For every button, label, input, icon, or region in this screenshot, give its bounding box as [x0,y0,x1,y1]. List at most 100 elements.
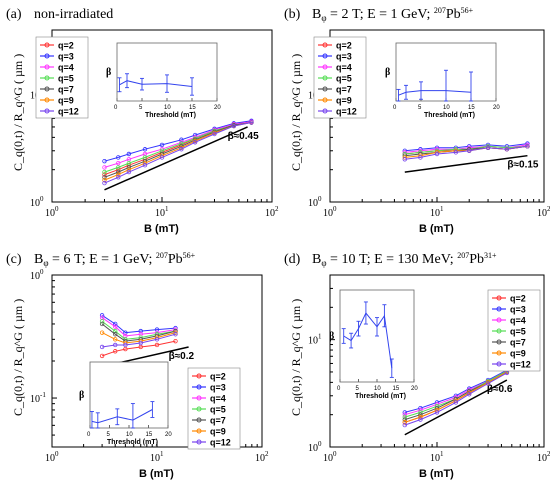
fit-label: β≈0.15 [507,160,538,171]
inset-x-label: Threshold (mT) [355,393,406,400]
data-point [173,338,178,344]
legend-label: q=12 [210,438,231,448]
data-point [113,349,118,354]
panel-b: (b) Bφ = 2 T; E = 1 GeV; 207Pb56+100 101 10… [284,6,550,235]
data-point [102,165,107,170]
inset-x-tick-label: 10 [126,432,133,438]
legend-marker [322,53,328,59]
x-tick-label: 100 [45,205,59,219]
panel-title: Bφ = 10 T; E = 130 MeV; 207Pb31+ [312,251,497,268]
legend-label: q=7 [210,416,226,426]
x-tick-label: 101 [150,450,164,464]
data-point [154,327,160,332]
series-line [101,323,176,342]
data-point [102,158,107,164]
legend-marker [496,306,502,312]
series-line [101,314,176,334]
series-line [104,122,252,184]
data-point [418,414,423,420]
inset-x-label: Threshold (mT) [107,439,158,446]
data-point [113,332,118,337]
x-tick-label: 102 [255,450,269,464]
legend-label: q=9 [58,96,74,106]
data-point [418,155,423,160]
x-tick-label: 100 [323,450,337,464]
legend-marker [322,64,328,70]
legend: q=2q=3q=4q=5q=7q=9q=12 [313,36,367,119]
data-point [231,123,237,129]
x-tick-label: 102 [537,205,550,219]
data-point [402,412,407,417]
inset-frame [89,361,169,429]
data-point [123,342,128,348]
series-line [101,320,176,340]
data-point [434,410,440,415]
legend-marker [322,42,328,48]
data-point [192,140,198,145]
data-point [504,147,510,152]
inset: 0 5 10 15 20 Threshold (mT) β [106,42,221,119]
legend-label: q=12 [336,107,357,117]
legend-label: q=5 [336,74,352,84]
data-point [113,342,118,348]
inset-x-tick-label: 0 [337,386,341,392]
inset-x-tick-label: 15 [468,105,475,111]
data-point [418,417,423,422]
data-point [179,141,184,146]
legend-label: q=2 [510,294,526,304]
fit-line [404,379,508,436]
legend-marker [496,295,502,301]
data-point [402,157,407,162]
y-axis-label: C_q(0,t) / R_q^G ( µm ) [11,299,25,416]
panel-a: (a)non-irradiated100101102100101B (mT)C_… [6,7,279,235]
inset-x-tick-label: 0 [393,105,397,111]
series-line [104,122,252,178]
inset: 0 5 10 15 20 Threshold (mT) β [385,42,500,119]
legend-label: q=5 [58,74,74,84]
panel-label: (a) [6,7,22,22]
inset-x-tick-label: 20 [214,105,221,111]
legend-marker [496,317,502,323]
legend-marker [44,42,50,48]
data-point [142,147,148,152]
data-point [99,319,105,324]
x-tick-label: 100 [45,450,59,464]
panel-label: (c) [6,252,22,267]
legend-marker [322,108,328,114]
data-point [116,165,121,170]
y-tick-label: 100 [308,195,322,209]
data-point [113,337,118,342]
fit-line [404,154,528,173]
x-tick-label: 102 [537,450,550,464]
data-point [179,147,184,152]
series-line [404,143,528,152]
legend-label: q=9 [510,349,526,359]
legend-label: q=12 [58,107,79,117]
legend-marker [496,328,502,334]
x-tick-label: 101 [430,205,444,219]
y-axis-label: C_q(0,t) / R_q^G ( µm ) [289,299,303,416]
data-point [212,131,217,137]
series-line [101,340,176,357]
fit-label: β≈0.2 [169,351,195,362]
series-line [102,333,176,348]
series-line [404,145,528,155]
legend-label: q=7 [336,85,352,95]
inset-x-tick-label: 20 [411,386,418,392]
x-axis-label: B (mT) [144,223,179,235]
inset-x-label: Threshold (mT) [424,112,475,119]
legend-marker [322,86,328,92]
legend-marker [196,395,202,401]
legend-marker [44,64,50,70]
panel-title: non-irradiated [34,7,113,22]
series-line [104,122,252,173]
data-point [126,169,132,175]
inset-x-tick-label: 10 [443,105,450,111]
data-point [434,151,440,157]
inset-x-tick-label: 0 [114,105,118,111]
series-line [104,120,252,162]
data-point [418,412,423,417]
legend-label: q=9 [336,96,352,106]
data-point [402,155,407,160]
data-point [453,150,459,155]
